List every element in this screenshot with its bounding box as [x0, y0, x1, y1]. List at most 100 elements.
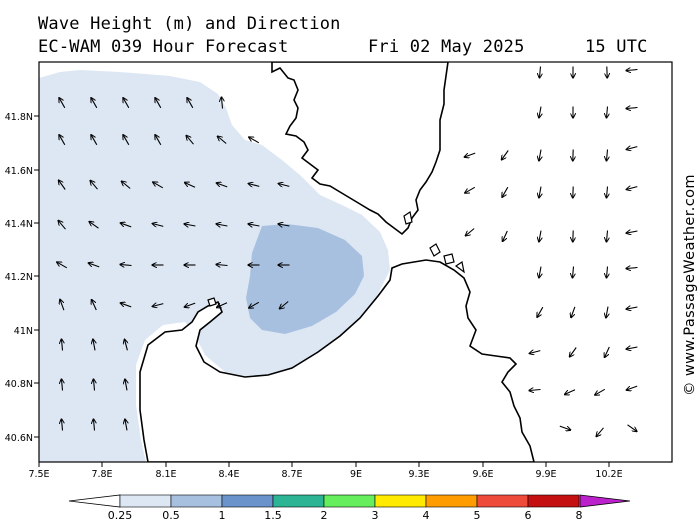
wave-direction-arrow-icon	[465, 186, 476, 193]
legend-color-cell	[170, 494, 223, 508]
wave-direction-arrow-icon	[217, 265, 228, 266]
wave-direction-arrow-icon	[60, 300, 65, 311]
legend-color-cell	[476, 494, 529, 508]
wave-direction-arrow-icon	[125, 420, 127, 431]
lat-label: 41.6N	[5, 166, 33, 177]
wave-direction-arrow-icon	[503, 230, 508, 241]
wave-direction-arrow-icon	[627, 187, 638, 190]
wave-direction-arrow-icon	[573, 266, 574, 278]
lon-label: 7.5E	[28, 469, 49, 480]
wave-direction-arrow-icon	[89, 263, 100, 268]
wave-direction-arrow-icon	[90, 222, 99, 229]
wave-direction-arrow-icon	[627, 307, 638, 309]
wave-direction-arrow-icon	[217, 302, 228, 308]
legend-color-cell	[323, 494, 376, 508]
lat-axis: 41.8N 41.6N 41.4N 41.2N 41N 40.8N 40.6N	[5, 112, 39, 444]
wave-direction-arrow-icon	[187, 136, 194, 145]
wave-direction-arrow-icon	[153, 304, 164, 307]
wave-direction-arrow-icon	[502, 150, 509, 160]
lon-label: 7.8E	[91, 469, 112, 480]
wave-direction-arrow-icon	[627, 70, 638, 71]
wave-direction-arrow-icon	[249, 301, 260, 308]
wave-direction-arrow-icon	[539, 230, 541, 242]
forecast-model: EC-WAM 039 Hour Forecast	[38, 37, 289, 57]
wave-height-legend: 0.25 0.5 1 1.5 2 3 4 5 6 8	[68, 494, 631, 522]
wave-direction-arrow-icon	[57, 262, 68, 269]
wave-direction-arrow-icon	[627, 108, 638, 109]
wave-direction-arrow-icon	[559, 425, 570, 430]
wave-direction-arrow-icon	[222, 98, 223, 109]
wave-direction-arrow-icon	[502, 186, 509, 197]
wave-direction-arrow-icon	[539, 186, 541, 198]
wave-direction-arrow-icon	[539, 149, 541, 161]
wave-direction-arrow-icon	[153, 224, 164, 227]
island	[454, 261, 465, 274]
wave-direction-arrow-icon	[539, 106, 541, 118]
wave-direction-arrow-icon	[62, 420, 63, 431]
wave-direction-arrow-icon	[607, 106, 608, 118]
legend-color-cell	[425, 494, 478, 508]
wave-direction-arrow-icon	[62, 380, 63, 391]
wave-direction-arrow-icon	[249, 137, 260, 144]
lat-label: 41.2N	[5, 272, 33, 283]
wave-direction-arrow-icon	[537, 306, 544, 317]
wave-direction-arrow-icon	[91, 98, 98, 109]
legend-tick-label: 5	[474, 509, 481, 522]
legend-tick-label: 3	[372, 509, 379, 522]
lon-axis: 7.5E 7.8E 8.1E 8.4E 8.7E 9E 9.3E 9.6E 9.…	[28, 462, 623, 480]
legend-color-cell	[221, 494, 274, 508]
wave-direction-arrow-icon	[249, 184, 260, 187]
legend-tick-label: 1	[219, 509, 226, 522]
wave-direction-arrow-icon	[279, 224, 290, 226]
lon-label: 8.1E	[155, 469, 176, 480]
wave-direction-arrow-icon	[185, 302, 196, 307]
island	[443, 253, 455, 265]
wave-direction-arrow-icon	[155, 135, 162, 146]
wave-direction-arrow-icon	[121, 303, 132, 308]
wave-direction-arrow-icon	[59, 135, 66, 146]
lat-label: 41.4N	[5, 219, 33, 230]
lon-label: 9.9E	[535, 469, 556, 480]
wave-direction-arrow-icon	[530, 390, 541, 391]
wave-direction-arrow-icon	[59, 221, 66, 230]
legend-tick-label: 8	[576, 509, 583, 522]
wave-direction-arrow-icon	[627, 147, 638, 150]
wave-direction-arrow-icon	[59, 98, 66, 109]
wave-direction-arrow-icon	[605, 346, 610, 357]
wave-direction-arrow-icon	[466, 228, 475, 236]
legend-tick-label: 1.5	[264, 509, 282, 522]
wave-direction-arrow-icon	[570, 347, 577, 357]
wave-direction-arrow-icon	[125, 380, 127, 391]
wave-direction-arrow-icon	[125, 340, 128, 351]
island	[403, 211, 413, 225]
lon-label: 9.6E	[472, 469, 493, 480]
lat-label: 40.6N	[5, 433, 33, 444]
sea-area-mid	[246, 224, 364, 334]
wave-direction-arrow-icon	[93, 340, 95, 351]
lon-label: 9E	[350, 469, 362, 480]
wave-direction-arrow-icon	[122, 182, 131, 189]
wave-direction-arrow-icon	[187, 98, 194, 109]
legend-color-cell	[374, 494, 427, 508]
wave-direction-arrow-icon	[91, 135, 98, 146]
wave-direction-arrow-icon	[121, 223, 132, 228]
lat-label: 41.8N	[5, 112, 33, 123]
legend-left-cap	[68, 494, 121, 508]
lon-label: 9.3E	[408, 469, 429, 480]
wave-direction-arrow-icon	[123, 98, 130, 109]
wave-direction-arrow-icon	[185, 224, 196, 226]
wave-direction-arrow-icon	[595, 388, 606, 395]
lon-label: 10.2E	[595, 469, 622, 480]
wave-direction-arrow-icon	[279, 184, 290, 187]
wave-direction-arrow-icon	[217, 183, 228, 188]
legend-tick-label: 4	[423, 509, 430, 522]
wave-direction-arrow-icon	[123, 135, 130, 146]
legend-right-cap	[579, 494, 631, 508]
wave-direction-arrow-icon	[627, 231, 638, 233]
wave-direction-arrow-icon	[597, 427, 604, 436]
legend-color-cell	[119, 494, 172, 508]
wave-direction-arrow-icon	[530, 351, 541, 354]
wave-direction-arrow-icon	[565, 389, 576, 395]
sardinia-land	[139, 259, 535, 462]
